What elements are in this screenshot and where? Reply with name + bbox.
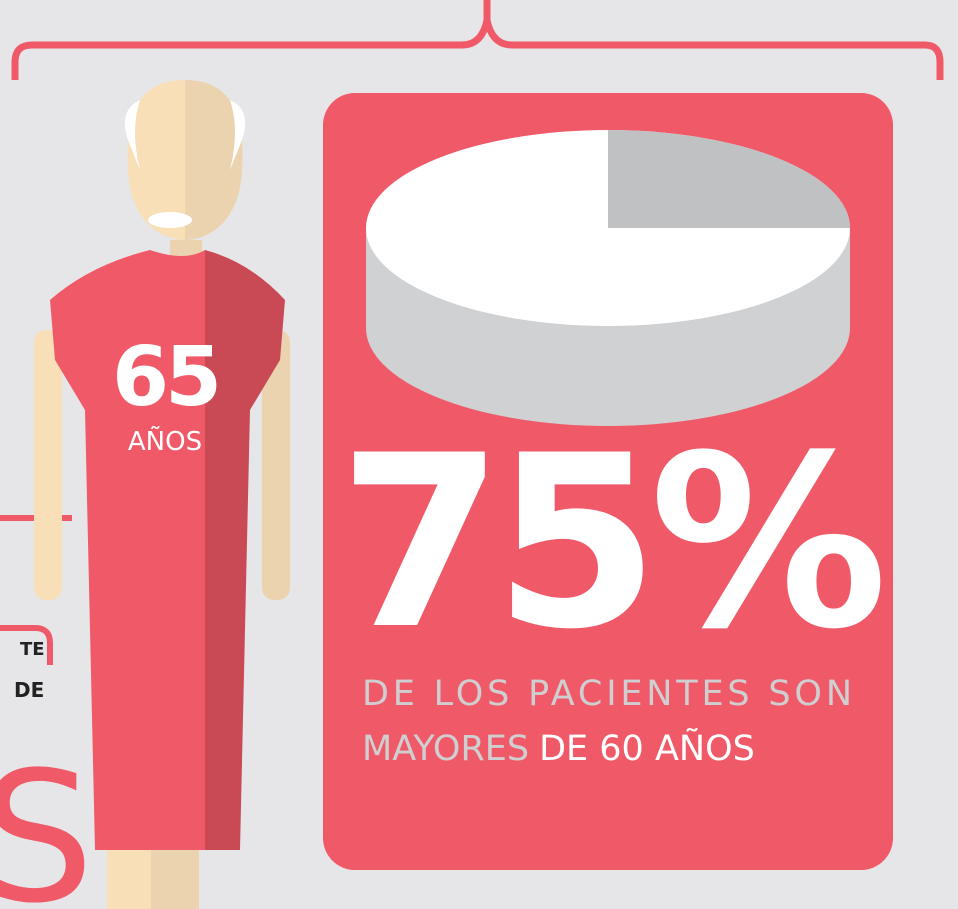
fragment-text: DE [14,678,44,702]
pie-3d [366,130,850,426]
fragment-text: TE [20,639,45,660]
infographic: TE DE S 65 AÑOS 75% DE LOS PACIENTES SON… [0,0,958,909]
stat-value: 75% [338,405,880,682]
age-number: 65 [112,330,218,425]
stat-caption: DE LOS PACIENTES SON [362,674,852,714]
age-unit: AÑOS [128,425,202,457]
fragment-letter: S [0,734,94,909]
caption-white: DE 60 AÑOS [539,727,755,769]
caption-gray: MAYORES [362,729,529,769]
